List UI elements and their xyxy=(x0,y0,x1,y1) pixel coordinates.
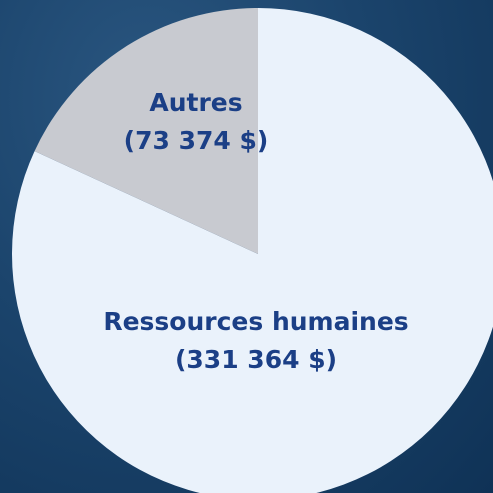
slice-label: Autres xyxy=(149,88,242,117)
chart: Ressources humaines (331 364 $) Autres (73 … xyxy=(0,0,493,493)
page: Ressources humaines (331 364 $) Autres (73 … xyxy=(0,0,493,493)
slice-value-label: (73 374 $) xyxy=(124,126,269,155)
slice-value-label: (331 364 $) xyxy=(175,345,337,374)
slice-label: Ressources humaines xyxy=(103,307,408,336)
